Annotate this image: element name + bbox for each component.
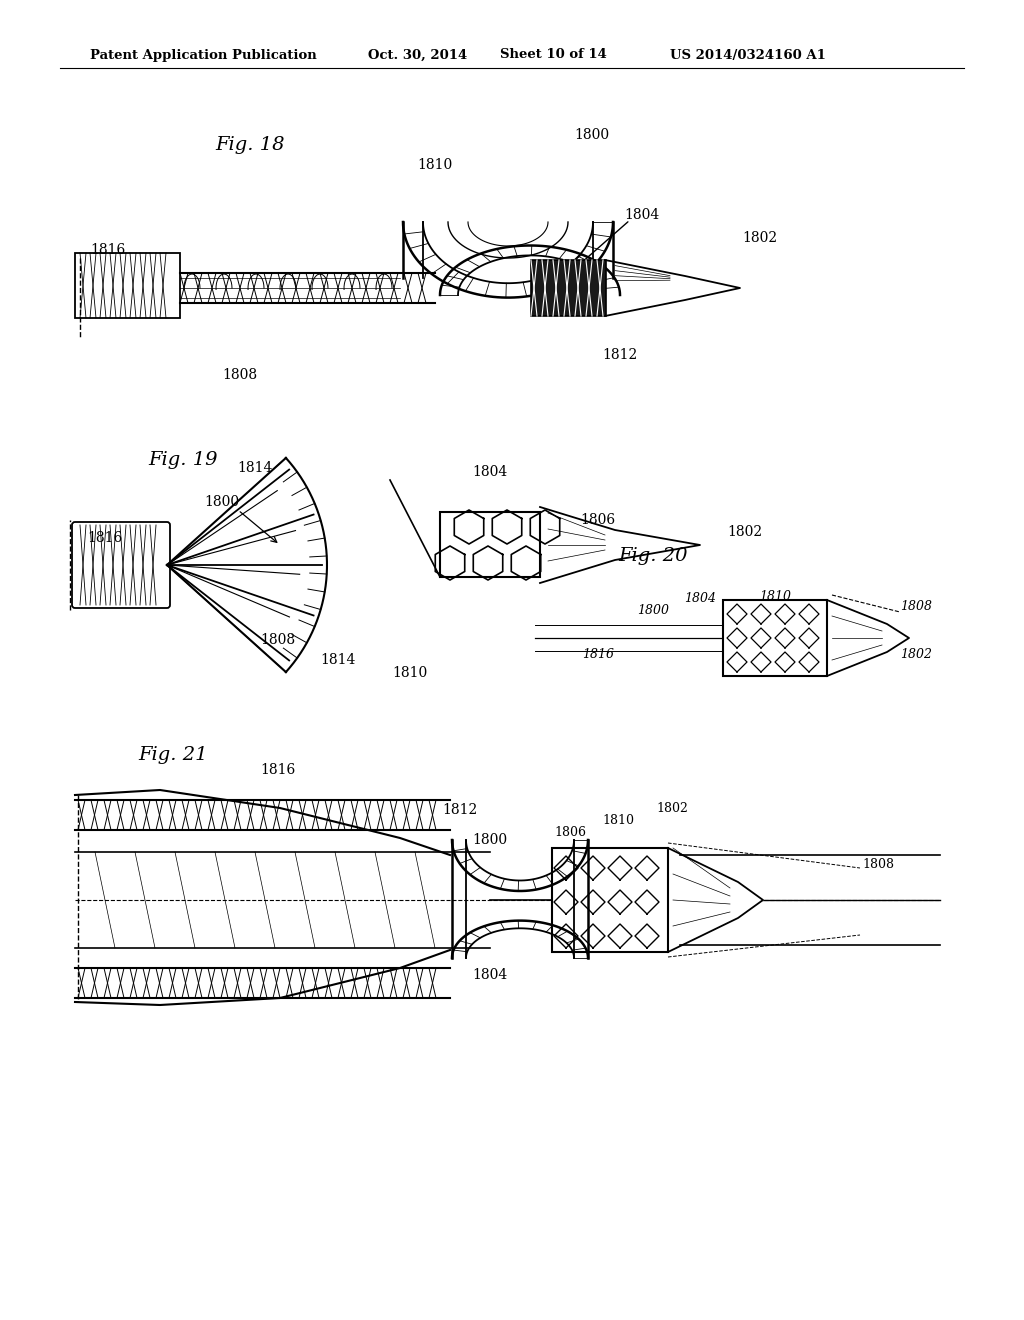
Text: 1816: 1816 xyxy=(582,648,614,661)
Polygon shape xyxy=(540,507,700,583)
Text: 1812: 1812 xyxy=(602,348,638,362)
Text: Fig. 20: Fig. 20 xyxy=(618,546,687,565)
Text: 1810: 1810 xyxy=(418,158,453,172)
Text: 1802: 1802 xyxy=(727,525,763,539)
Polygon shape xyxy=(75,800,450,830)
Text: 1810: 1810 xyxy=(392,667,428,680)
Text: 1808: 1808 xyxy=(862,858,894,871)
Text: Fig. 21: Fig. 21 xyxy=(138,746,208,764)
Text: 1800: 1800 xyxy=(205,495,240,510)
Text: 1802: 1802 xyxy=(900,648,932,661)
Text: 1806: 1806 xyxy=(581,513,615,527)
Bar xyxy=(440,512,540,577)
Text: 1806: 1806 xyxy=(554,825,586,838)
Bar xyxy=(531,260,606,315)
Text: 1816: 1816 xyxy=(90,243,126,257)
Text: 1804: 1804 xyxy=(684,591,716,605)
Text: 1808: 1808 xyxy=(222,368,258,381)
Polygon shape xyxy=(827,601,909,676)
Text: 1804: 1804 xyxy=(472,465,508,479)
Text: 1816: 1816 xyxy=(87,531,123,545)
Text: 1800: 1800 xyxy=(637,603,669,616)
Bar xyxy=(75,253,180,318)
Text: 1804: 1804 xyxy=(625,209,659,222)
Text: 1812: 1812 xyxy=(442,803,477,817)
Bar xyxy=(723,601,827,676)
Text: US 2014/0324160 A1: US 2014/0324160 A1 xyxy=(670,49,826,62)
Bar xyxy=(552,847,668,952)
Text: 1808: 1808 xyxy=(260,634,296,647)
Text: 1800: 1800 xyxy=(574,128,609,143)
Text: 1802: 1802 xyxy=(656,801,688,814)
Text: 1804: 1804 xyxy=(472,968,508,982)
Text: 1810: 1810 xyxy=(602,813,634,826)
Text: 1814: 1814 xyxy=(321,653,355,667)
Text: 1800: 1800 xyxy=(472,833,508,847)
Polygon shape xyxy=(668,847,763,952)
Text: Patent Application Publication: Patent Application Publication xyxy=(90,49,316,62)
Text: Fig. 18: Fig. 18 xyxy=(215,136,285,154)
FancyBboxPatch shape xyxy=(72,521,170,609)
Text: Sheet 10 of 14: Sheet 10 of 14 xyxy=(500,49,607,62)
Text: 1802: 1802 xyxy=(742,231,777,246)
Text: 1816: 1816 xyxy=(260,763,296,777)
Text: Fig. 19: Fig. 19 xyxy=(148,451,217,469)
Text: 1814: 1814 xyxy=(238,461,272,475)
Text: 1810: 1810 xyxy=(759,590,791,602)
Text: 1808: 1808 xyxy=(900,601,932,614)
Polygon shape xyxy=(75,968,450,998)
Text: Oct. 30, 2014: Oct. 30, 2014 xyxy=(368,49,467,62)
Polygon shape xyxy=(605,260,740,315)
